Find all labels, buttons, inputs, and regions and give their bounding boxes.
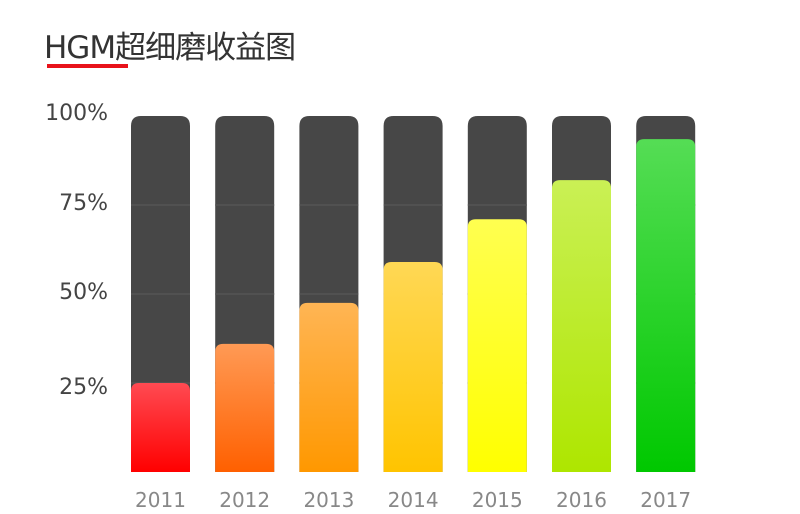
y-tick-label: 25%: [59, 375, 108, 400]
x-tick-label: 2015: [471, 488, 523, 512]
x-tick-label: 2014: [387, 488, 439, 512]
x-tick-label: 2012: [219, 488, 271, 512]
x-tick-label: 2016: [556, 488, 607, 512]
y-tick-label: 100%: [45, 101, 108, 126]
x-tick-label: 2011: [135, 488, 186, 512]
bar-2012: [215, 343, 275, 472]
y-tick-label: 75%: [59, 191, 108, 216]
x-tick-label: 2017: [640, 488, 692, 512]
x-tick-label: 2013: [303, 488, 355, 512]
bar-2017: [636, 139, 696, 472]
bar-2015: [467, 219, 527, 472]
bar-2016: [552, 180, 611, 472]
title-underline: [47, 64, 128, 68]
y-tick-label: 50%: [59, 280, 108, 305]
bar-2013: [299, 302, 359, 472]
bar-2014: [383, 261, 443, 472]
bar-2011: [131, 383, 190, 472]
chart-title: HGM超细磨收益图: [44, 30, 296, 66]
